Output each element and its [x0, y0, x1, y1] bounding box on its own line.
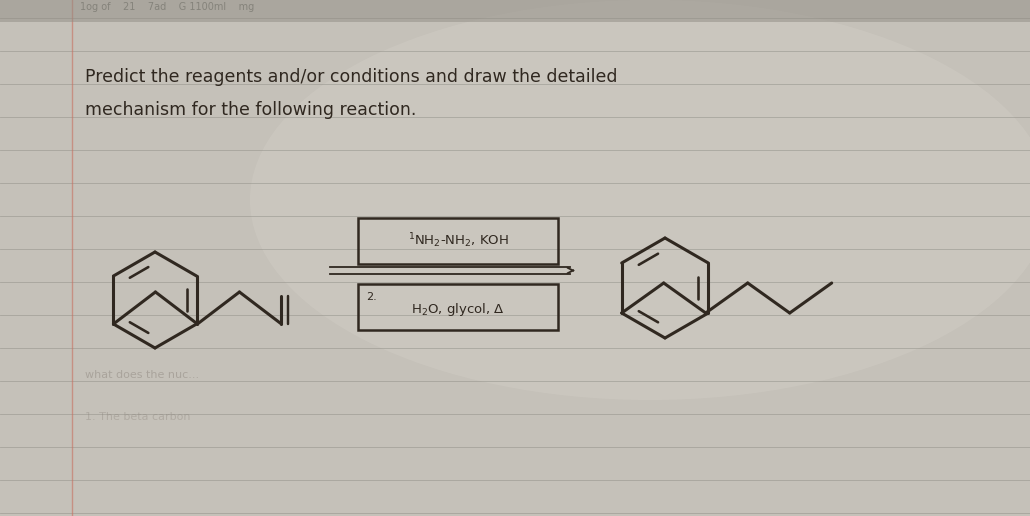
Ellipse shape [250, 0, 1030, 400]
Text: $^1$NH$_2$-NH$_2$, KOH: $^1$NH$_2$-NH$_2$, KOH [408, 232, 509, 250]
Text: mechanism for the following reaction.: mechanism for the following reaction. [85, 101, 416, 119]
Text: 1. The beta carbon: 1. The beta carbon [85, 412, 191, 422]
Text: what does the nuc...: what does the nuc... [85, 370, 199, 380]
Text: Predict the reagents and/or conditions and draw the detailed: Predict the reagents and/or conditions a… [85, 68, 618, 86]
Text: 1og of    21    7ad    G 1100ml    mg: 1og of 21 7ad G 1100ml mg [80, 2, 254, 12]
Bar [358, 218, 558, 264]
Text: H$_2$O, glycol, $\Delta$: H$_2$O, glycol, $\Delta$ [411, 301, 505, 318]
Text: 2.: 2. [366, 292, 377, 302]
Bar [358, 284, 558, 330]
Bar [0, 0, 1030, 22]
